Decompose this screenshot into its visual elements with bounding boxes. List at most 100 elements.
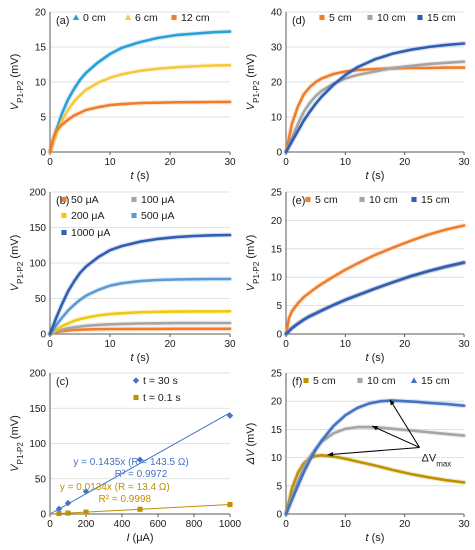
legend-marker xyxy=(61,212,67,219)
x-tick-label: 30 xyxy=(224,157,236,168)
fit-equation: y = 0.0134x (R = 13.4 Ω) xyxy=(60,482,170,493)
y-axis-label: ΔV (mV) xyxy=(245,423,257,466)
legend-label: 500 μA xyxy=(141,210,175,222)
legend-label: 10 cm xyxy=(367,375,396,387)
y-tick-label: 0 xyxy=(276,148,282,159)
y-tick-label: 0 xyxy=(40,330,46,341)
series-line xyxy=(284,261,466,336)
panel-label: (c) xyxy=(56,376,69,388)
legend-marker xyxy=(171,14,177,21)
x-axis-label: t (s) xyxy=(131,352,150,364)
panel-a: 0 5 10 15 20 0 10 20 30 t (s) VP1-P2 (mV) (a) 0 cm 6 … xyxy=(9,8,236,183)
y-tick-label: 100 xyxy=(29,259,46,270)
series-line xyxy=(284,224,466,336)
series-line xyxy=(284,399,466,516)
legend: 5 cm 10 cm 15 cm xyxy=(305,194,450,206)
legend: 5 cm 10 cm 15 cm xyxy=(319,12,456,24)
x-tick-label: 200 xyxy=(78,519,95,530)
panel-label: (f) xyxy=(292,376,302,388)
panel-label: (d) xyxy=(292,15,305,27)
legend-marker xyxy=(131,196,137,203)
y-tick-label: 40 xyxy=(271,8,283,19)
x-axis-label: t (s) xyxy=(131,170,150,182)
x-axis-label: t (s) xyxy=(366,532,385,544)
y-tick-label: 20 xyxy=(271,397,283,408)
series-line xyxy=(284,453,466,516)
panel-label: (a) xyxy=(56,15,69,27)
series-line xyxy=(48,277,232,336)
series-line xyxy=(48,30,232,154)
series-line xyxy=(48,309,232,336)
x-tick-label: 10 xyxy=(340,339,352,350)
y-tick-label: 10 xyxy=(35,78,47,89)
trendline xyxy=(49,412,231,515)
y-tick-label: 150 xyxy=(29,223,46,234)
y-axis-label: VP1-P2 (mV) xyxy=(9,235,25,291)
legend-marker xyxy=(72,14,80,21)
x-tick-label: 10 xyxy=(340,519,352,530)
legend-marker xyxy=(367,14,373,21)
x-tick-label: 30 xyxy=(458,519,470,530)
y-tick-label: 10 xyxy=(271,453,283,464)
legend-marker xyxy=(133,394,139,401)
y-tick-label: 0 xyxy=(40,510,46,521)
x-tick-label: 10 xyxy=(104,157,116,168)
legend-label: t = 30 s xyxy=(143,375,178,387)
x-tick-label: 20 xyxy=(399,157,411,168)
data-point xyxy=(56,510,62,517)
legend-label: 200 μA xyxy=(71,210,105,222)
y-axis-label: VP1-P2 (mV) xyxy=(9,415,25,471)
y-tick-label: 50 xyxy=(35,474,47,485)
legend-marker xyxy=(417,14,423,21)
data-point xyxy=(226,412,234,419)
legend-label: 10 cm xyxy=(369,194,398,206)
y-tick-label: 20 xyxy=(271,78,283,89)
legend: 50 μA 100 μA 200 μA 500 μA 1000 μA xyxy=(61,194,175,239)
series-line xyxy=(48,321,232,336)
panel-c: 0 50 100 150 200 0 200 400 600 800 1000 I (μA) VP1-P… xyxy=(9,369,242,545)
series-line xyxy=(48,63,232,154)
series-halo xyxy=(47,62,233,155)
legend-label: 1000 μA xyxy=(71,227,110,239)
data-point xyxy=(64,499,72,507)
y-tick-label: 5 xyxy=(276,481,282,492)
data-point xyxy=(83,509,89,515)
series-line xyxy=(284,425,466,516)
y-tick-label: 25 xyxy=(271,188,283,199)
series-halo xyxy=(283,260,467,337)
y-tick-label: 20 xyxy=(35,8,47,19)
data-point xyxy=(136,456,144,463)
annotation-arrow-line xyxy=(327,446,420,456)
legend-label: 5 cm xyxy=(329,12,352,24)
y-tick-label: 20 xyxy=(271,216,283,227)
y-tick-label: 10 xyxy=(271,273,283,284)
x-tick-label: 20 xyxy=(399,519,411,530)
legend-marker xyxy=(61,229,67,236)
x-axis-label: I (μA) xyxy=(126,532,153,544)
legend-label: 50 μA xyxy=(71,194,99,206)
fit-equation: y = 0.1435x (R = 143.5 Ω) xyxy=(73,457,188,468)
legend-marker xyxy=(357,377,363,384)
legend: t = 30 s t = 0.1 s xyxy=(132,375,181,404)
y-axis-label: VP1-P2 (mV) xyxy=(245,235,261,291)
legend-marker xyxy=(305,196,311,203)
x-tick-label: 20 xyxy=(164,157,176,168)
x-tick-label: 1000 xyxy=(219,519,242,530)
legend-label: 0 cm xyxy=(83,12,106,24)
y-tick-label: 150 xyxy=(29,404,46,415)
x-tick-label: 30 xyxy=(458,157,470,168)
y-tick-label: 30 xyxy=(271,43,283,54)
y-tick-label: 0 xyxy=(40,148,46,159)
x-tick-label: 20 xyxy=(164,339,176,350)
legend-label: 100 μA xyxy=(141,194,175,206)
annotation-arrow-line xyxy=(389,399,420,448)
legend-label: 15 cm xyxy=(421,194,450,206)
series-line xyxy=(284,66,466,154)
legend-marker xyxy=(61,196,67,203)
x-tick-label: 0 xyxy=(283,157,289,168)
x-tick-label: 0 xyxy=(47,339,53,350)
